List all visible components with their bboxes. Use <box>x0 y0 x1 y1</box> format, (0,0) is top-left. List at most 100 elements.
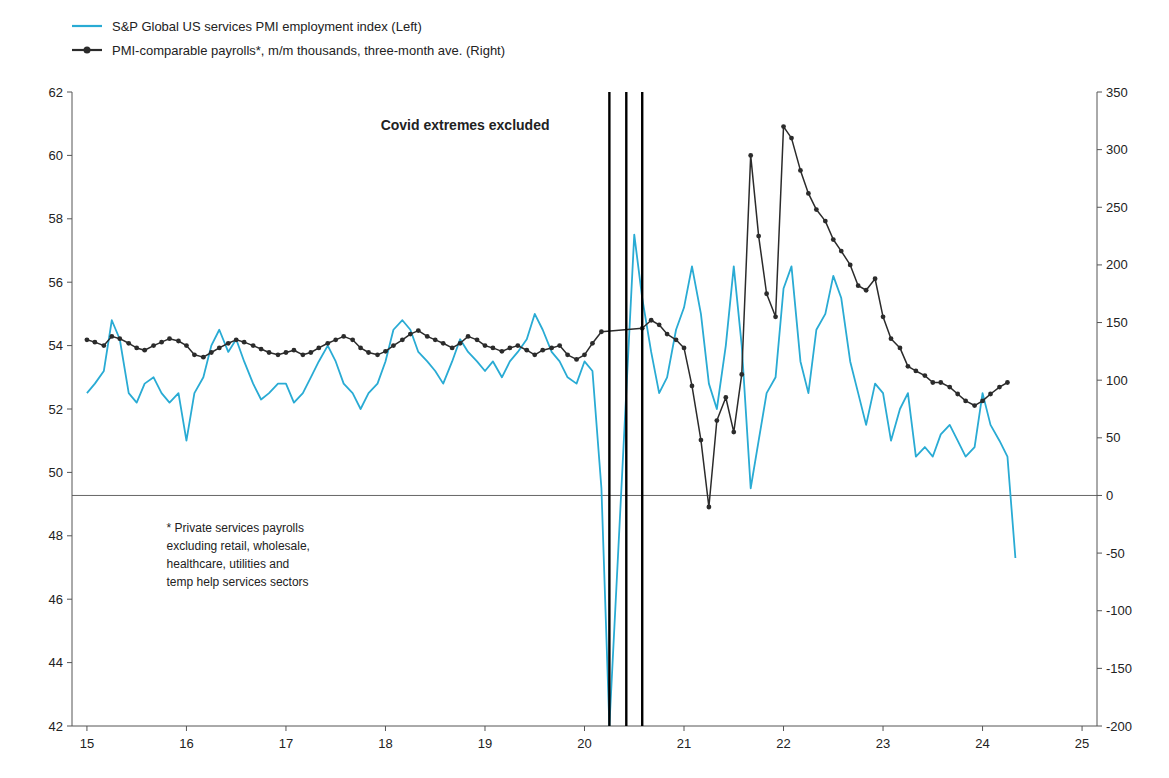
legend-label: S&P Global US services PMI employment in… <box>112 19 422 34</box>
series-marker <box>657 322 662 327</box>
series-marker <box>142 348 147 353</box>
series-marker <box>714 418 719 423</box>
series-marker <box>242 340 247 345</box>
annotation: Covid extremes excluded <box>381 117 550 133</box>
series-marker <box>532 352 537 357</box>
series-marker <box>781 124 786 129</box>
series <box>87 235 1015 726</box>
y2-tick <box>1097 380 1102 381</box>
series-marker <box>582 352 587 357</box>
series-marker <box>333 337 338 342</box>
y2-axis-line <box>1097 92 1098 726</box>
legend-swatch <box>72 25 102 27</box>
x-tick <box>186 726 187 731</box>
series-marker <box>226 341 231 346</box>
y2-tick-label: 50 <box>1106 430 1120 445</box>
y-tick-label: 62 <box>49 85 63 100</box>
y-tick <box>67 726 72 727</box>
series-marker <box>906 364 911 369</box>
y2-tick <box>1097 726 1102 727</box>
y2-tick <box>1097 495 1102 496</box>
x-tick <box>783 726 784 731</box>
series-marker <box>515 343 520 348</box>
y-tick <box>67 599 72 600</box>
series-marker <box>881 314 886 319</box>
y-tick <box>67 282 72 283</box>
series-marker <box>109 334 114 339</box>
x-tick <box>86 726 87 731</box>
series-marker <box>300 352 305 357</box>
y-tick <box>67 155 72 156</box>
series-marker <box>706 505 711 510</box>
series-marker <box>980 399 985 404</box>
y-tick-label: 42 <box>49 719 63 734</box>
x-tick-label: 22 <box>776 736 790 751</box>
series-marker <box>565 352 570 357</box>
x-tick <box>1082 726 1083 731</box>
annotation: * Private services payrollsexcluding ret… <box>167 521 310 589</box>
y-tick <box>67 345 72 346</box>
x-tick <box>684 726 685 731</box>
series-marker <box>748 153 753 158</box>
y2-tick <box>1097 207 1102 208</box>
y2-tick-label: -200 <box>1106 719 1132 734</box>
series-marker <box>938 380 943 385</box>
y-tick-label: 48 <box>49 528 63 543</box>
x-tick-label: 18 <box>378 736 392 751</box>
series-marker <box>955 392 960 397</box>
series-marker <box>267 350 272 355</box>
vertical-line <box>641 92 643 726</box>
legend: S&P Global US services PMI employment in… <box>72 19 505 58</box>
series-marker <box>483 343 488 348</box>
series-marker <box>682 346 687 351</box>
series-marker <box>557 343 562 348</box>
series-marker <box>85 337 90 342</box>
series-marker <box>972 403 977 408</box>
series-marker <box>930 380 935 385</box>
y2-tick <box>1097 149 1102 150</box>
y-tick-label: 46 <box>49 592 63 607</box>
series-marker <box>997 385 1002 390</box>
series-marker <box>341 334 346 339</box>
y2-tick-label: 300 <box>1106 142 1128 157</box>
vertical-line <box>608 92 610 726</box>
series-marker <box>184 343 189 348</box>
series-marker <box>383 349 388 354</box>
series-marker <box>316 346 321 351</box>
series-marker <box>864 288 869 293</box>
y2-tick <box>1097 553 1102 554</box>
series-line <box>87 127 1008 507</box>
series-marker <box>806 191 811 196</box>
series-marker <box>1005 380 1010 385</box>
series-marker <box>798 168 803 173</box>
series-marker <box>117 336 122 341</box>
series-marker <box>789 136 794 141</box>
x-tick <box>982 726 983 731</box>
series-marker <box>400 337 405 342</box>
series-marker <box>416 328 421 333</box>
series-marker <box>217 346 222 351</box>
series-marker <box>764 291 769 296</box>
series-marker <box>773 314 778 319</box>
series-marker <box>839 249 844 254</box>
y2-tick-label: -50 <box>1106 546 1125 561</box>
series-marker <box>848 263 853 268</box>
series-marker <box>126 341 131 346</box>
series-marker <box>251 343 256 348</box>
x-tick <box>285 726 286 731</box>
series-marker <box>988 392 993 397</box>
series-marker <box>92 340 97 345</box>
y2-tick-label: -150 <box>1106 661 1132 676</box>
series-marker <box>209 350 214 355</box>
axes: 1516171819202122232425424446485052545658… <box>49 85 1133 752</box>
series-marker <box>101 343 106 348</box>
plot-area <box>72 92 1097 726</box>
series-marker <box>699 438 704 443</box>
x-tick <box>584 726 585 731</box>
x-tick <box>484 726 485 731</box>
x-tick-label: 23 <box>876 736 890 751</box>
series-marker <box>873 276 878 281</box>
x-tick-label: 17 <box>279 736 293 751</box>
series-marker <box>599 329 604 334</box>
y-tick-label: 52 <box>49 402 63 417</box>
